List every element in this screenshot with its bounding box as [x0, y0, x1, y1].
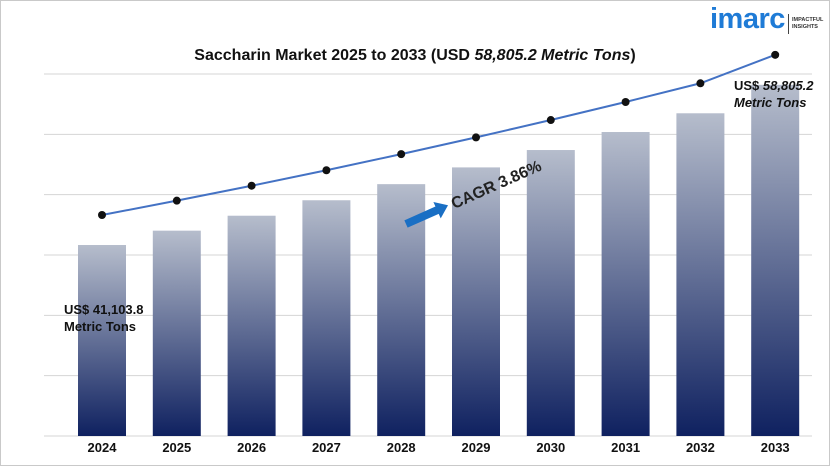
x-tick-label: 2028	[387, 440, 416, 455]
end-value-unit: Metric Tons	[734, 95, 807, 110]
x-tick-label: 2024	[88, 440, 118, 455]
end-value-prefix: US$	[734, 78, 763, 93]
trend-point	[397, 150, 406, 159]
trend-point	[771, 50, 780, 59]
end-value-label: US$ 58,805.2 Metric Tons	[734, 77, 814, 111]
trend-point	[546, 116, 555, 125]
trend-point	[696, 79, 705, 88]
start-value-label: US$ 41,103.8 Metric Tons	[64, 301, 144, 335]
bar-2030	[526, 150, 575, 436]
end-value-number: 58,805.2	[762, 78, 814, 93]
x-tick-label: 2027	[312, 440, 341, 455]
bar-2028	[377, 184, 426, 436]
bar-2027	[302, 200, 351, 436]
x-tick-label: 2029	[462, 440, 491, 455]
logo-wordmark: imarc	[710, 3, 785, 35]
imarc-logo: imarc IMPACTFUL INSIGHTS	[710, 3, 828, 40]
trend-line	[101, 53, 776, 216]
logo-divider	[788, 14, 789, 34]
logo-tagline-line2: INSIGHTS	[792, 24, 818, 30]
title-prefix: Saccharin Market 2025 to 2033 (USD	[194, 47, 475, 64]
x-tick-label: 2031	[611, 440, 640, 455]
trend-point	[247, 181, 256, 190]
logo-tagline-line1: IMPACTFUL	[792, 17, 824, 23]
bar-2031	[601, 132, 650, 436]
bar-2026	[227, 215, 276, 436]
bar-2029	[452, 167, 500, 436]
bar-2033	[751, 84, 800, 437]
x-tick-label: 2030	[536, 440, 565, 455]
bar-2032	[676, 113, 725, 436]
x-tick-label: 2025	[162, 440, 191, 455]
trend-point	[172, 196, 181, 205]
chart-title: Saccharin Market 2025 to 2033 (USD 58,80…	[0, 47, 830, 65]
trend-point	[472, 133, 480, 142]
bar-2024	[78, 245, 126, 436]
title-value: 58,805.2 Metric Tons	[474, 47, 631, 64]
x-tick-label: 2026	[237, 440, 266, 455]
start-value-line2: Metric Tons	[64, 319, 136, 334]
title-suffix: )	[630, 47, 636, 64]
start-value-line1: US$ 41,103.8	[64, 302, 144, 317]
trend-point	[621, 98, 630, 107]
x-tick-label: 2033	[761, 440, 790, 455]
trend-point	[322, 166, 331, 175]
bar-2025	[152, 230, 201, 436]
trend-point	[98, 211, 106, 220]
cagr-arrow-icon	[404, 201, 449, 228]
x-tick-label: 2032	[686, 440, 715, 455]
logo-tagline: IMPACTFUL INSIGHTS	[792, 17, 823, 31]
